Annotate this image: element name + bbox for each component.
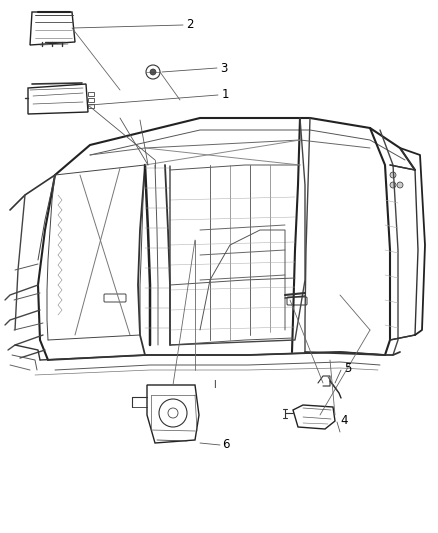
Text: 1: 1 bbox=[222, 88, 230, 101]
Circle shape bbox=[390, 172, 396, 178]
Text: 3: 3 bbox=[220, 61, 227, 75]
Text: l: l bbox=[214, 380, 216, 390]
Text: 5: 5 bbox=[344, 361, 351, 375]
Text: 4: 4 bbox=[340, 414, 347, 426]
Circle shape bbox=[150, 69, 156, 75]
Circle shape bbox=[390, 182, 396, 188]
Circle shape bbox=[397, 182, 403, 188]
Text: 6: 6 bbox=[222, 439, 230, 451]
Text: 2: 2 bbox=[186, 19, 194, 31]
